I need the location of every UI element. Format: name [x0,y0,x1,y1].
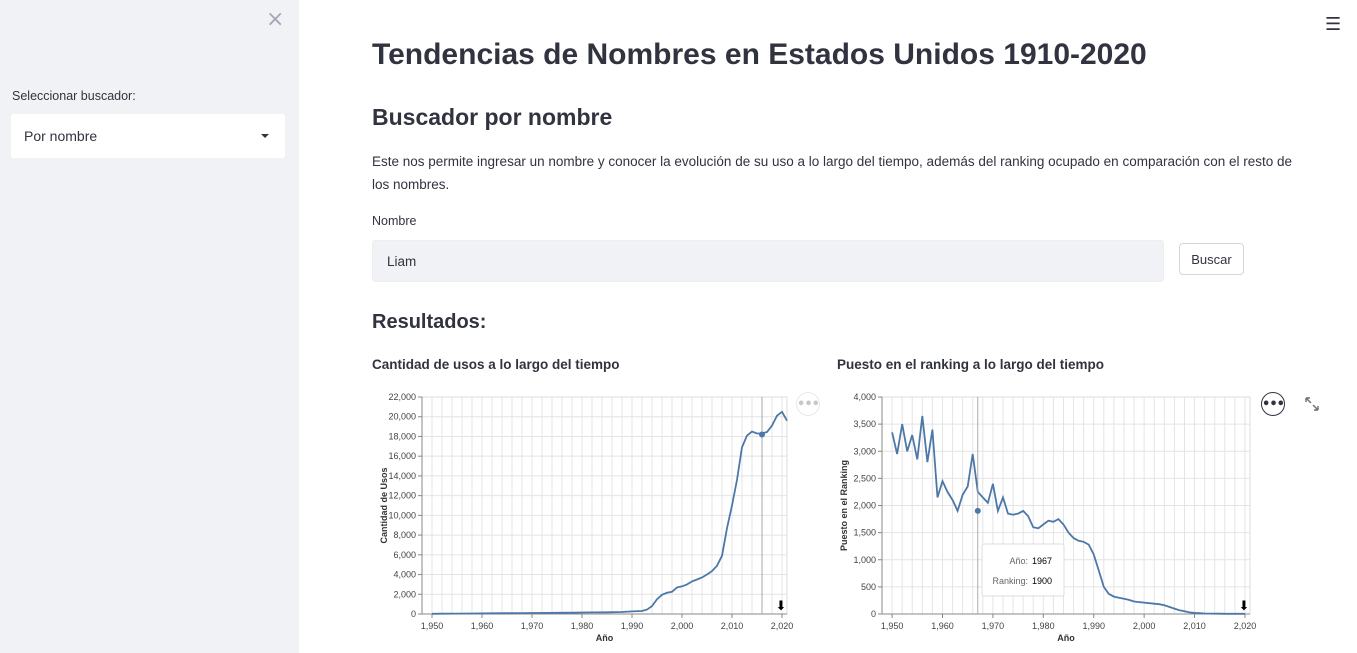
y-tick-label: 0 [411,609,416,619]
fullscreen-expand-icon[interactable] [1304,396,1320,412]
y-tick-label: 14,000 [388,471,416,481]
chevron-down-icon [261,134,269,138]
results-heading: Resultados: [372,311,487,333]
x-tick-label: 2,000 [1133,621,1156,631]
search-type-value: Por nombre [24,128,98,144]
ranking-line-chart[interactable]: 0 500 1,000 1,500 2,000 2,500 3,000 3,500 4,000 1… [830,388,1260,650]
y-tick-label: 4,000 [853,392,876,402]
y-tick-label: 20,000 [388,412,416,422]
x-tick-label: 1,990 [621,621,644,631]
tooltip-value: 1900 [1032,576,1052,586]
x-tick-label: 1,980 [1032,621,1055,631]
name-input-value: Liam [387,254,417,269]
search-type-label: Seleccionar buscador: [12,89,136,103]
y-tick-label: 8,000 [393,530,416,540]
name-input-label: Nombre [372,214,417,228]
search-button[interactable]: Buscar [1179,243,1244,275]
usage-line-chart[interactable]: 0 2,000 4,000 6,000 8,000 10,000 12,000 14,000 1… [360,388,800,650]
search-type-select[interactable]: Por nombre [11,114,285,158]
highlight-point [974,507,981,514]
y-tick-label: 22,000 [388,392,416,402]
y-tick-label: 2,500 [853,473,876,483]
x-axis-title: Año [1057,633,1075,643]
page-title: Tendencias de Nombres en Estados Unidos … [372,38,1147,71]
tooltip-value: 1967 [1032,556,1052,566]
y-tick-label: 18,000 [388,431,416,441]
series-line [891,415,1245,615]
download-icon: ⬇ [776,599,787,614]
y-tick-label: 12,000 [388,491,416,501]
name-input[interactable]: Liam [372,240,1164,282]
x-axis-title: Año [596,633,614,643]
x-tick-label: 2,000 [671,621,694,631]
x-tick-label: 2,020 [771,621,794,631]
section-description: Este nos permite ingresar un nombre y co… [372,154,1293,192]
tooltip-label: Año: [1009,556,1028,566]
x-tick-label: 1,980 [571,621,594,631]
x-tick-label: 2,010 [721,621,744,631]
y-tick-label: 2,000 [853,501,876,511]
section-subtitle: Buscador por nombre [372,104,613,130]
tooltip-box [981,543,1065,597]
tooltip-label: Ranking: [992,576,1028,586]
x-tick-label: 1,960 [471,621,494,631]
x-tick-label: 2,010 [1183,621,1206,631]
close-sidebar-icon[interactable]: × [266,7,285,32]
x-tick-label: 2,020 [1234,621,1257,631]
ranking-chart-title: Puesto en el ranking a lo largo del tiem… [837,357,1105,372]
x-tick-label: 1,970 [982,621,1005,631]
y-tick-label: 6,000 [393,550,416,560]
y-tick-label: 500 [861,582,876,592]
usage-chart-title: Cantidad de usos a lo largo del tiempo [372,357,620,372]
download-icon: ⬇ [1239,599,1250,614]
y-tick-label: 3,000 [853,446,876,456]
y-tick-label: 10,000 [388,510,416,520]
x-tick-label: 1,970 [521,621,544,631]
usage-chart-menu-icon[interactable]: ••• [796,392,820,416]
y-tick-label: 2,000 [393,589,416,599]
hamburger-menu-icon[interactable]: ☰ [1325,14,1342,35]
y-tick-label: 1,500 [853,528,876,538]
y-tick-label: 0 [871,609,876,619]
y-tick-label: 3,500 [853,419,876,429]
y-tick-label: 1,000 [853,555,876,565]
x-tick-label: 1,950 [881,621,904,631]
series-line [431,410,788,615]
y-axis-title: Puesto en el Ranking [839,460,849,551]
y-tick-label: 4,000 [393,570,416,580]
sidebar: × Seleccionar buscador: Por nombre [0,0,299,653]
ranking-chart-menu-icon[interactable]: ••• [1261,392,1285,416]
x-tick-label: 1,990 [1082,621,1105,631]
y-axis-title: Cantidad de Usos [379,467,389,543]
x-tick-label: 1,950 [421,621,444,631]
x-tick-label: 1,960 [931,621,954,631]
y-tick-label: 16,000 [388,451,416,461]
highlight-point [759,431,765,438]
